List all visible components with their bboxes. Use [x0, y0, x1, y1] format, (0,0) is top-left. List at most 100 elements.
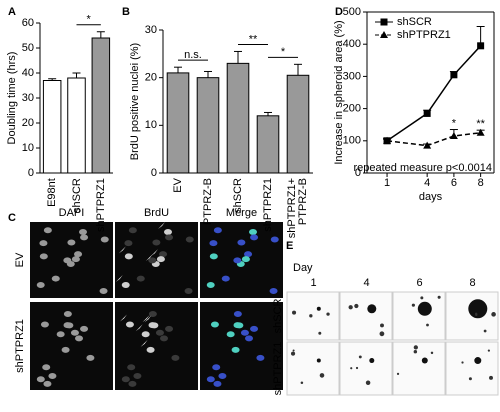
- spheroid-image: [286, 341, 340, 396]
- nucleus: [124, 253, 133, 260]
- significance-label: *: [281, 46, 286, 58]
- nucleus: [150, 322, 159, 329]
- arrowhead: [144, 315, 152, 323]
- nucleus: [148, 257, 157, 264]
- row-label: shSCR: [272, 299, 284, 334]
- spheroid: [417, 301, 432, 316]
- nucleus: [206, 376, 215, 383]
- nucleus: [43, 227, 52, 234]
- debris: [350, 367, 353, 370]
- data-point: [383, 136, 392, 144]
- debris: [309, 314, 313, 318]
- arrowhead: [142, 315, 150, 323]
- significance-label: **: [249, 33, 258, 45]
- column-label: 8: [469, 277, 475, 289]
- nucleus: [67, 239, 76, 246]
- y-tick-label: 40: [22, 67, 34, 79]
- panel-label: E: [286, 240, 293, 252]
- x-tick-label: PTPRZ-B: [201, 178, 214, 226]
- spheroid-image: [445, 291, 499, 341]
- data-point: [423, 141, 432, 149]
- nucleus: [141, 331, 150, 338]
- bar: [67, 77, 86, 174]
- debris: [365, 380, 371, 385]
- data-point: [476, 128, 485, 136]
- debris: [437, 295, 441, 299]
- micrograph: [200, 302, 283, 390]
- bar: [166, 72, 190, 174]
- debris: [348, 305, 353, 310]
- column-label: 6: [416, 277, 422, 289]
- nucleus: [212, 364, 221, 371]
- nucleus: [233, 257, 242, 264]
- arrowhead: [157, 222, 165, 230]
- nucleus: [244, 251, 253, 258]
- debris: [396, 372, 400, 375]
- nucleus: [146, 346, 155, 353]
- y-tick-label: 10: [22, 142, 34, 154]
- x-tick-label: shSCR: [69, 177, 82, 213]
- nucleus: [152, 239, 161, 246]
- arrowhead: [150, 249, 158, 257]
- spheroid: [369, 358, 375, 364]
- nucleus: [80, 325, 89, 332]
- y-tick-label: 0: [355, 167, 361, 179]
- x-tick-label: E98nt: [45, 177, 58, 207]
- nucleus: [124, 240, 133, 247]
- spheroid: [367, 304, 377, 314]
- nucleus: [218, 372, 227, 379]
- row-label: EV: [14, 252, 26, 267]
- micrograph: [30, 302, 113, 390]
- column-label: 1: [310, 277, 316, 289]
- data-point: [450, 71, 458, 79]
- nucleus: [121, 282, 130, 289]
- nucleus: [159, 251, 168, 258]
- nucleus: [127, 364, 136, 371]
- y-tick-label: 50: [22, 42, 34, 54]
- y-axis-label: Increase in spheroid area (%): [333, 20, 345, 164]
- debris: [491, 312, 496, 317]
- nucleus: [209, 253, 218, 260]
- nucleus: [163, 229, 172, 236]
- debris: [319, 373, 325, 378]
- nucleus: [125, 321, 134, 328]
- series-line: [386, 45, 482, 142]
- panel-label: A: [8, 6, 16, 18]
- nucleus: [133, 372, 142, 379]
- significance-label: *: [87, 14, 92, 26]
- spheroid-image: [286, 291, 340, 341]
- x-tick-label: 6: [451, 177, 457, 189]
- nucleus: [270, 236, 279, 243]
- y-tick-label: 200: [343, 103, 361, 115]
- y-tick-label: 300: [343, 70, 361, 82]
- nucleus: [237, 239, 246, 246]
- nucleus: [241, 256, 250, 263]
- x-tick-label: 8: [478, 177, 484, 189]
- debris: [487, 349, 490, 352]
- nucleus: [226, 331, 235, 338]
- spheroid-image: [392, 341, 446, 396]
- debris: [475, 313, 478, 317]
- debris: [290, 351, 296, 356]
- nucleus: [240, 329, 249, 336]
- x-axis-label: days: [419, 191, 443, 203]
- column-label: DAPI: [59, 207, 85, 219]
- nucleus: [231, 346, 240, 353]
- nucleus: [209, 240, 218, 247]
- nucleus: [100, 236, 109, 243]
- nucleus: [75, 335, 84, 342]
- nucleus: [48, 372, 57, 379]
- nucleus: [206, 282, 215, 289]
- nucleus: [165, 325, 174, 332]
- y-tick-label: 60: [22, 17, 34, 29]
- y-tick-label: 0: [28, 167, 34, 179]
- nucleus: [213, 227, 222, 234]
- debris: [358, 355, 362, 359]
- legend-label: shSCR: [397, 16, 432, 28]
- nucleus: [184, 288, 193, 295]
- bar: [196, 77, 220, 174]
- debris: [468, 377, 472, 381]
- y-tick-label: 0: [151, 167, 157, 179]
- x-tick-label: EV: [171, 178, 184, 193]
